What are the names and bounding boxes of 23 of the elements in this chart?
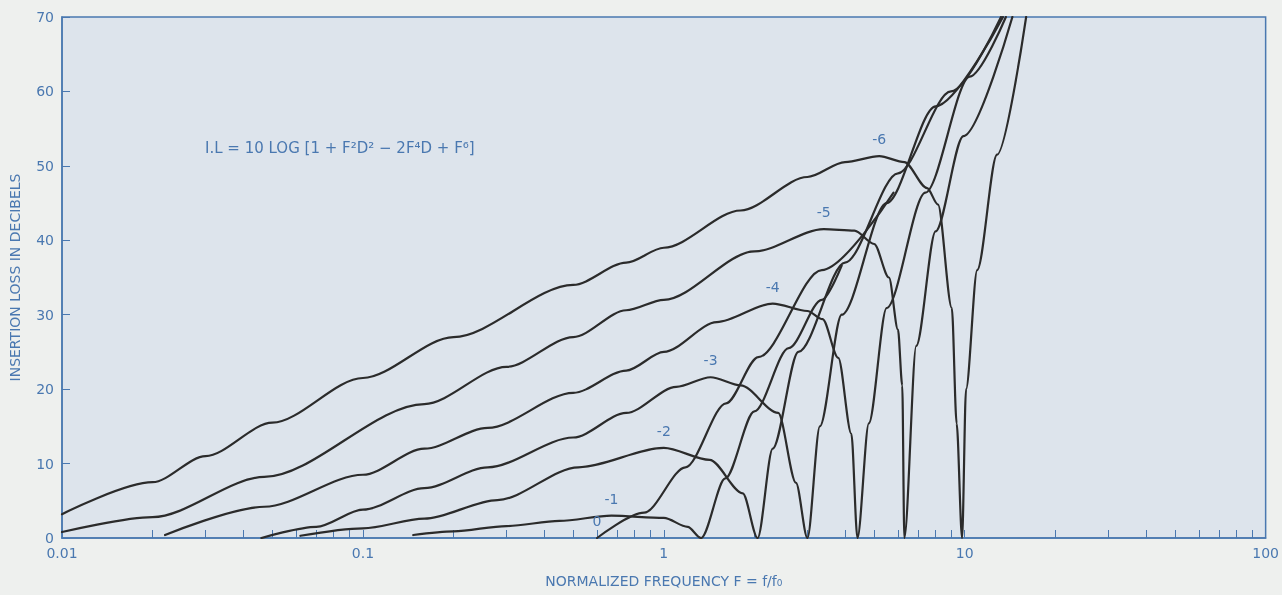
series-label: -1 <box>604 490 619 507</box>
y-axis-title: INSERTION LOSS IN DECIBELS <box>7 173 23 382</box>
y-tick-label: 0 <box>45 530 54 546</box>
x-tick-label: 1 <box>659 545 669 561</box>
series-label: -2 <box>656 422 671 439</box>
series-label: -6 <box>872 131 887 148</box>
x-tick-label: 10 <box>955 545 974 561</box>
x-tick-label: 0.01 <box>46 545 78 561</box>
y-tick-label: 10 <box>36 455 54 472</box>
y-tick-label: 50 <box>36 157 54 174</box>
y-tick-label: 20 <box>36 381 54 398</box>
y-tick-label: 30 <box>36 306 54 323</box>
series-label: 0 <box>592 513 602 529</box>
annotation: I.L = 10 LOG [1 + F²D² − 2F⁴D + F⁶] <box>205 138 475 157</box>
series-label: -5 <box>816 204 831 221</box>
x-tick-label: 100 <box>1252 545 1280 561</box>
series-label: -3 <box>703 352 718 369</box>
y-tick-label: 60 <box>36 83 54 100</box>
y-tick-label: 70 <box>36 9 54 25</box>
x-tick-label: 0.1 <box>351 545 375 561</box>
y-tick-label: 40 <box>36 232 54 249</box>
series-label: -4 <box>765 278 780 295</box>
x-axis-title: NORMALIZED FREQUENCY F = f/f₀ <box>545 573 783 589</box>
